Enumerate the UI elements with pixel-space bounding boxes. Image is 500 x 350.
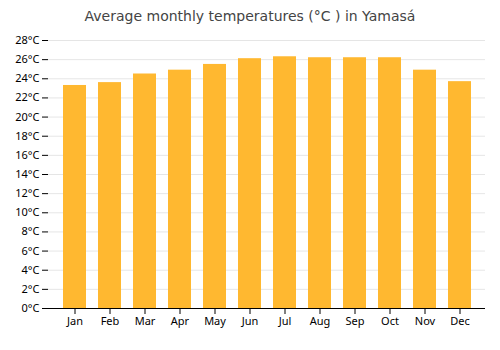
svg-text:8°C: 8°C [22,223,40,238]
svg-text:22°C: 22°C [15,89,39,104]
svg-text:Dec: Dec [450,313,470,328]
svg-text:0°C: 0°C [22,300,40,315]
svg-text:Nov: Nov [415,313,436,328]
svg-text:Feb: Feb [101,313,120,328]
svg-text:Jan: Jan [66,313,83,328]
svg-text:4°C: 4°C [22,262,40,277]
svg-text:6°C: 6°C [22,243,40,258]
svg-text:Mar: Mar [135,313,156,328]
svg-text:Apr: Apr [171,313,190,328]
svg-text:Jun: Jun [241,313,259,328]
svg-text:20°C: 20°C [15,109,39,124]
svg-text:28°C: 28°C [15,32,39,47]
svg-text:Jul: Jul [278,313,292,328]
svg-text:Oct: Oct [381,313,399,328]
svg-text:14°C: 14°C [15,166,39,181]
svg-text:Aug: Aug [310,313,331,328]
svg-text:16°C: 16°C [15,147,39,162]
svg-text:2°C: 2°C [22,281,40,296]
svg-text:Sep: Sep [345,313,364,328]
html-text:Average monthly temperatures (: Average monthly temperatures (°C ) in Ya… [84,8,416,24]
svg-text:May: May [204,313,226,328]
svg-text:12°C: 12°C [15,185,39,200]
svg-text:24°C: 24°C [15,70,39,85]
svg-text:10°C: 10°C [15,204,39,219]
svg-text:26°C: 26°C [15,51,39,66]
svg-text:18°C: 18°C [15,128,39,143]
